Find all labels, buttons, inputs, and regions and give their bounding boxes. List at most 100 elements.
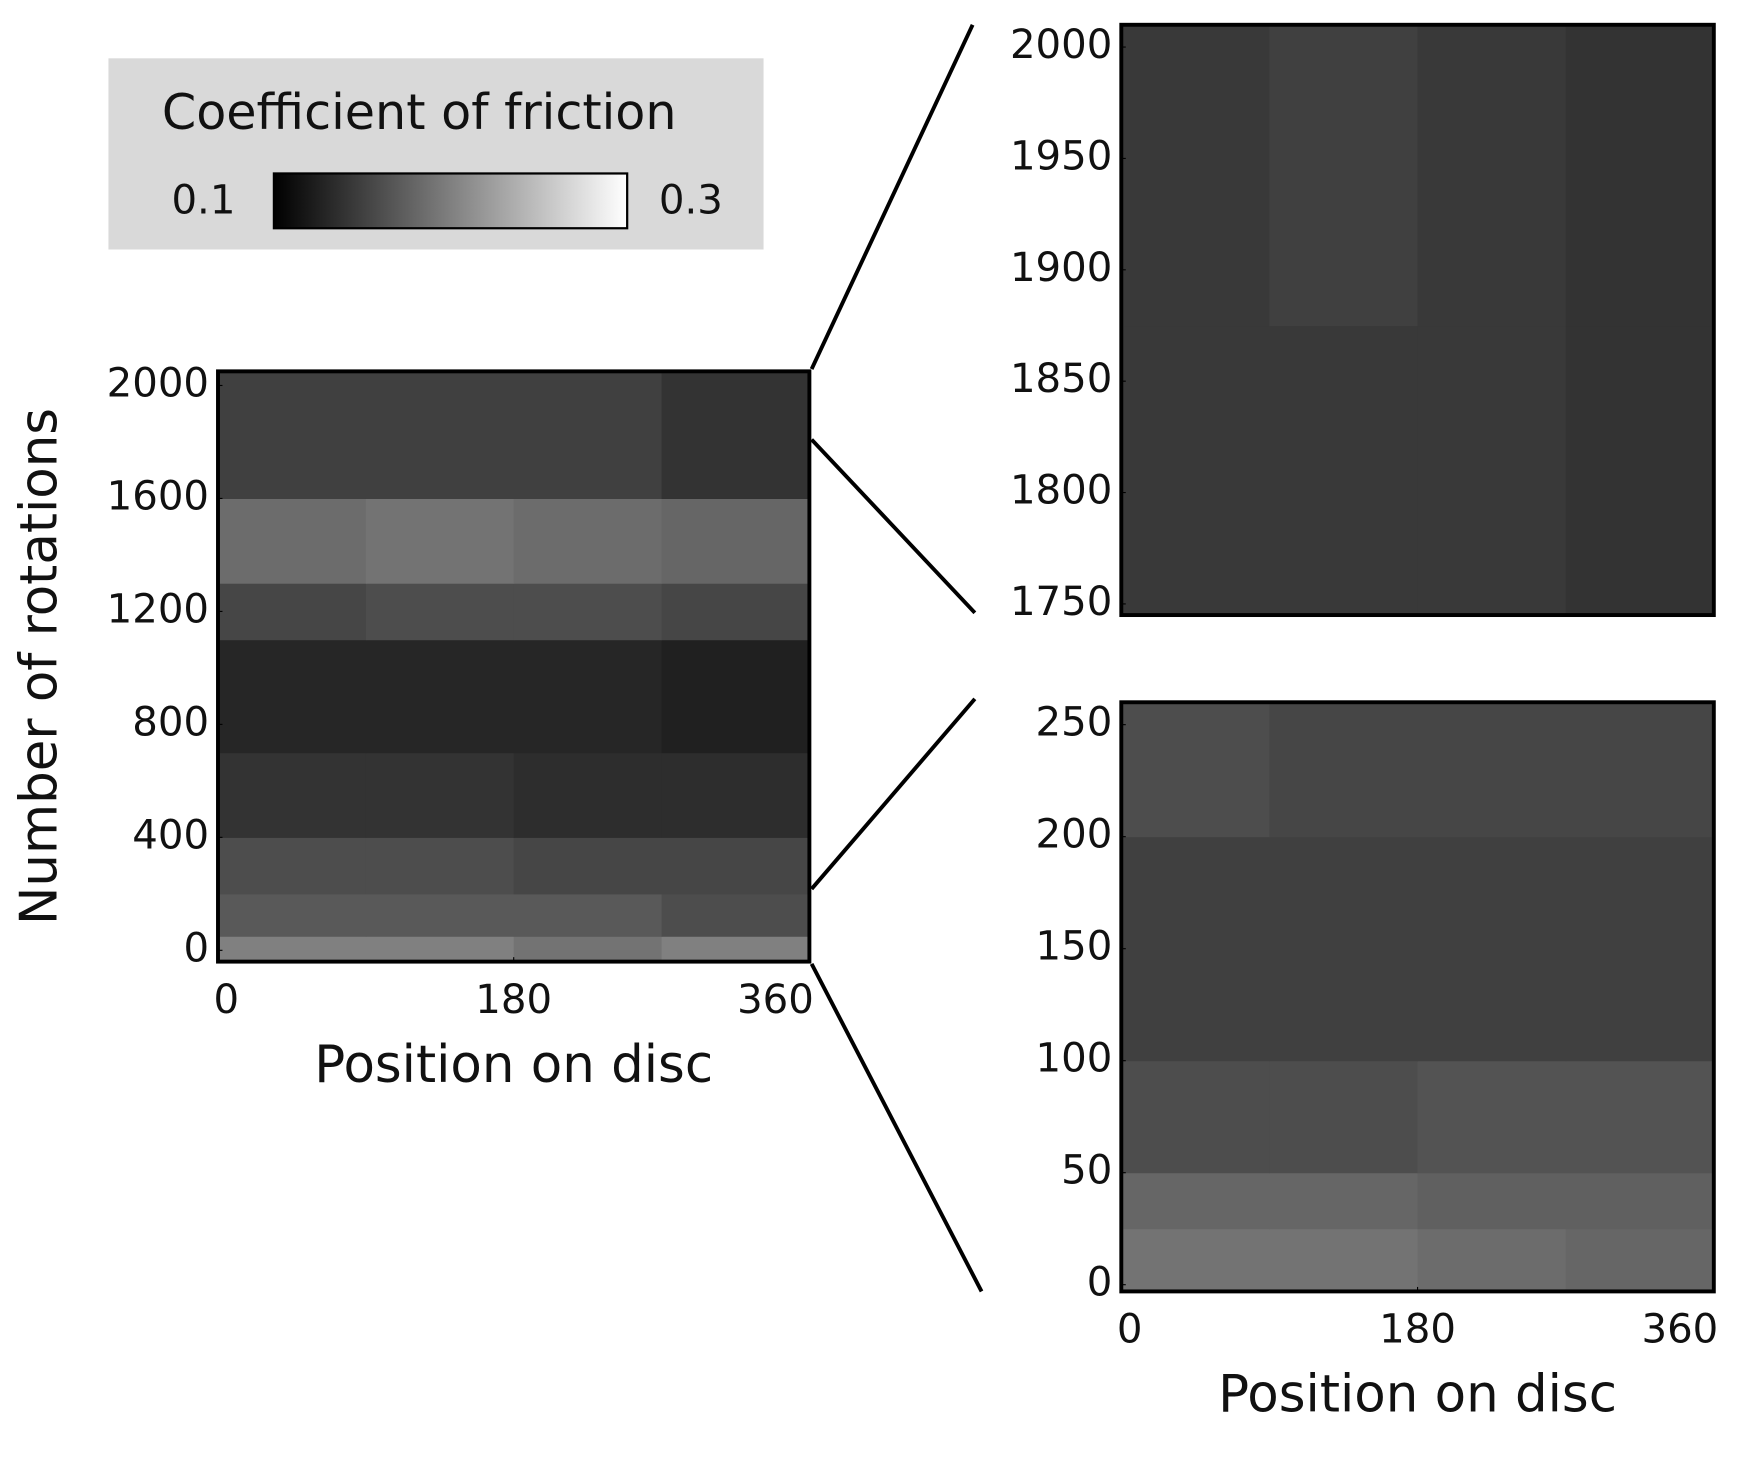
heatmap-cell: [1121, 1228, 1270, 1292]
heatmap-cell: [513, 639, 663, 754]
y-axis-label: Number of rotations: [9, 408, 69, 925]
zoom-line: [810, 697, 977, 891]
y-tick-label: 1850: [1010, 356, 1112, 402]
heatmap-cell: [661, 583, 810, 641]
heatmap-cell: [218, 583, 367, 641]
heatmap-cell: [1269, 24, 1419, 327]
colorbar-title: Coefficient of friction: [162, 83, 677, 141]
heatmap-cell: [513, 893, 663, 937]
y-tick-label: 800: [132, 699, 209, 745]
heatmap-cell: [1269, 1228, 1419, 1292]
heatmap-cell: [1417, 836, 1567, 950]
heatmap-cell: [1269, 1172, 1419, 1230]
heatmap-cell: [1269, 1060, 1419, 1174]
colorbar-max: 0.3: [659, 178, 723, 224]
plot-frame: [1119, 22, 1716, 618]
heatmap-cell: [218, 639, 367, 754]
y-tick-label: 100: [1036, 1036, 1113, 1082]
heatmap-cell: [1417, 948, 1567, 1062]
heatmap-cell: [1269, 325, 1419, 616]
y-tick-label: 200: [1036, 812, 1113, 858]
heatmap-cell: [661, 936, 810, 962]
heatmap-cell: [1565, 948, 1714, 1062]
heatmap-cell: [1565, 702, 1714, 838]
heatmap-cell: [513, 752, 663, 838]
heatmap-cell: [1269, 948, 1419, 1062]
y-tick-label: 1600: [107, 473, 209, 519]
heatmap-cell: [365, 893, 515, 937]
heatmap-cell: [1417, 325, 1567, 616]
heatmap-cell: [661, 893, 810, 937]
heatmap-cell: [1121, 1172, 1270, 1230]
heatmap-cell: [1565, 1172, 1714, 1230]
heatmap-cell: [1417, 1060, 1567, 1174]
heatmap-cell: [1417, 24, 1567, 327]
heatmap-cell: [1269, 836, 1419, 950]
heatmap-cell: [661, 752, 810, 838]
heatmap-cell: [1565, 1228, 1714, 1292]
zoom-line: [809, 23, 975, 370]
colorbar: [272, 172, 629, 230]
x-axis-label: Position on disc: [314, 1035, 713, 1095]
y-tick-label: 2000: [107, 360, 209, 406]
y-tick-label: 1900: [1010, 245, 1112, 291]
heatmap-cell: [1121, 836, 1270, 950]
y-tick-label: 1750: [1010, 579, 1112, 625]
y-tick-label: 50: [1061, 1148, 1112, 1194]
heatmap-cell: [365, 498, 515, 584]
heatmap-cell: [513, 583, 663, 641]
x-tick-label: 360: [737, 977, 814, 1023]
heatmap-cell: [1269, 702, 1419, 838]
heatmap-cell: [218, 371, 367, 499]
y-tick-label: 2000: [1010, 22, 1112, 68]
heatmap-cell: [218, 498, 367, 584]
heatmap-cell: [1565, 1060, 1714, 1174]
heatmap-cell: [1121, 24, 1270, 327]
heatmap-cell: [661, 837, 810, 895]
heatmap-cell: [1417, 1172, 1567, 1230]
heatmap-cell: [661, 498, 810, 584]
heatmap-cell: [1417, 1228, 1567, 1292]
heatmap-cell: [661, 639, 810, 754]
x-tick-label: 360: [1641, 1307, 1718, 1353]
y-tick-label: 0: [183, 925, 209, 971]
heatmap-cell: [513, 371, 663, 499]
heatmap-cell: [365, 639, 515, 754]
heatmap-cell: [1565, 24, 1714, 327]
heatmap-cell: [513, 837, 663, 895]
zoom-line: [809, 962, 984, 1293]
heatmap-cell: [218, 752, 367, 838]
heatmap-cell: [218, 837, 367, 895]
heatmap-cell: [1121, 702, 1270, 838]
heatmap-cell: [365, 583, 515, 641]
heatmap-cell: [513, 936, 663, 962]
heatmap-cell: [1121, 1060, 1270, 1174]
heatmap-cell: [365, 752, 515, 838]
heatmap-cell: [365, 371, 515, 499]
heatmap-cell: [365, 837, 515, 895]
heatmap-cell: [218, 893, 367, 937]
heatmap-cell: [661, 371, 810, 499]
heatmap-cell: [1121, 948, 1270, 1062]
heatmap-cell: [1121, 325, 1270, 616]
y-tick-label: 1800: [1010, 468, 1112, 514]
heatmap-cell: [218, 936, 367, 962]
heatmap-cell: [1417, 702, 1567, 838]
y-tick-label: 250: [1036, 700, 1113, 746]
heatmap-cell: [1565, 325, 1714, 616]
x-axis-label: Position on disc: [1218, 1365, 1617, 1425]
heatmap-cell: [365, 936, 515, 962]
x-tick-label: 180: [475, 977, 552, 1023]
y-tick-label: 0: [1087, 1260, 1113, 1306]
y-tick-label: 1950: [1010, 133, 1112, 179]
x-tick-label: 0: [1117, 1307, 1143, 1353]
x-tick-label: 180: [1379, 1307, 1456, 1353]
y-tick-label: 400: [132, 812, 209, 858]
y-tick-label: 150: [1036, 924, 1113, 970]
zoom-line: [810, 438, 977, 615]
heatmap-cell: [1565, 836, 1714, 950]
y-tick-label: 1200: [107, 586, 209, 632]
x-tick-label: 0: [214, 977, 240, 1023]
colorbar-min: 0.1: [171, 178, 235, 224]
